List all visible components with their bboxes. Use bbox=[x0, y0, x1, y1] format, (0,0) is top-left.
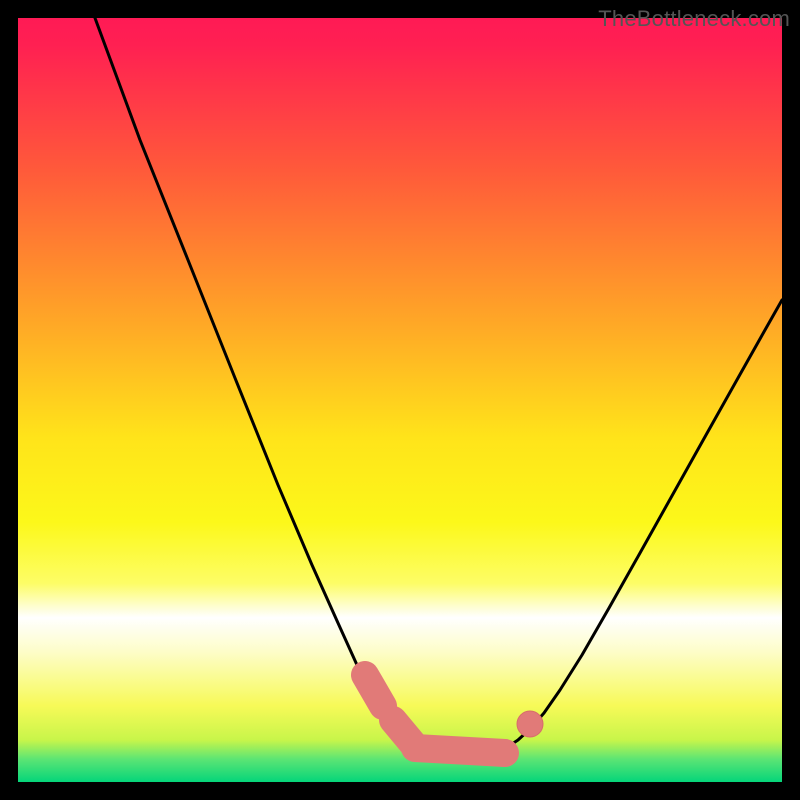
highlight-dot-0 bbox=[517, 711, 543, 737]
highlight-capsule-0 bbox=[365, 675, 383, 706]
bottleneck-chart: TheBottleneck.com bbox=[0, 0, 800, 800]
watermark-text: TheBottleneck.com bbox=[598, 6, 790, 32]
highlight-capsule-2 bbox=[415, 748, 505, 753]
chart-svg bbox=[0, 0, 800, 800]
chart-background-gradient bbox=[18, 18, 782, 782]
